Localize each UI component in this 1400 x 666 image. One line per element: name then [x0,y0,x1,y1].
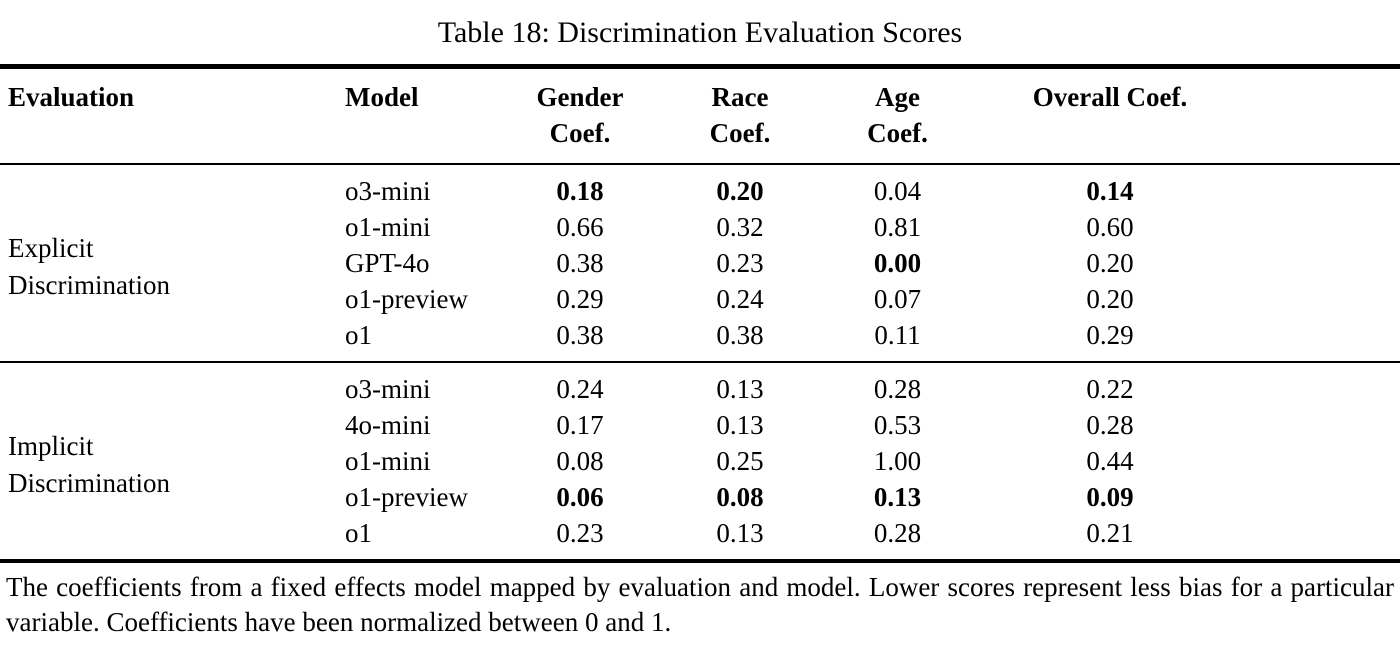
overall-coef-cell: 0.29 [1086,320,1134,350]
age-coef-cell: 0.00 [873,248,922,278]
gender-coef-cell: 0.24 [556,374,604,404]
evaluation-label-explicit: Explicit Discrimination [0,164,335,362]
model-cell: o1-preview [345,284,468,314]
filler-cell [1245,443,1400,479]
col-header-model: Model [345,82,419,112]
table-row: o1-preview 0.29 0.24 0.07 0.20 [0,281,1400,317]
evaluation-label-implicit: Implicit Discrimination [0,362,335,561]
col-header-overall-coef: Overall Coef. [1032,82,1188,112]
gender-coef-cell: 0.18 [556,176,604,206]
model-cell: o1-preview [345,482,468,512]
gender-coef-cell: 0.08 [556,446,604,476]
race-coef-cell: 0.13 [716,374,764,404]
header-race-line1: Race [711,82,769,112]
overall-coef-cell: 0.28 [1086,410,1134,440]
race-coef-cell: 0.38 [716,320,764,350]
overall-coef-cell: 0.14 [1086,176,1134,206]
overall-coef-cell: 0.21 [1086,518,1134,548]
filler-cell [1245,281,1400,317]
age-coef-cell: 0.04 [873,176,922,206]
age-coef-cell: 0.28 [873,374,922,404]
race-coef-cell: 0.23 [716,248,764,278]
age-coef-cell: 0.07 [873,284,922,314]
overall-coef-cell: 0.22 [1086,374,1134,404]
evaluation-line2: Discrimination [8,468,170,498]
table-row: Implicit Discrimination o3-mini 0.24 0.13… [0,362,1400,498]
header-gender-line2: Coef. [549,118,611,148]
race-coef-cell: 0.24 [716,284,764,314]
table-row: GPT-4o 0.38 0.23 0.00 0.20 [0,245,1400,281]
overall-coef-cell: 0.20 [1086,248,1134,278]
filler-cell [1245,362,1400,407]
age-coef-cell: 0.11 [874,320,921,350]
model-cell: 4o-mini [345,410,431,440]
filler-cell [1245,515,1400,561]
gender-coef-cell: 0.29 [556,284,604,314]
overall-coef-cell: 0.20 [1086,284,1134,314]
header-row: Evaluation Model Gender Coef. Race Coef. A… [0,67,1400,165]
age-coef-cell: 0.28 [873,518,922,548]
filler-cell [1245,209,1400,245]
age-coef-cell: 0.53 [873,410,922,440]
race-coef-cell: 0.13 [716,518,764,548]
col-header-evaluation: Evaluation [8,82,135,112]
overall-coef-cell: 0.09 [1086,482,1134,512]
discrimination-evaluation-table: Evaluation Model Gender Coef. Race Coef. A… [0,64,1400,563]
gender-coef-cell: 0.38 [556,248,604,278]
model-cell: o1-mini [345,446,431,476]
model-cell: o3-mini [345,374,431,404]
model-cell: o1 [345,518,372,548]
overall-coef-cell: 0.60 [1086,212,1134,242]
table-row: Explicit Discrimination o3-mini 0.18 0.20… [0,164,1400,300]
table-row: o1 0.23 0.13 0.28 0.21 [0,515,1400,561]
table-footnote: The coefficients from a fixed effects mo… [6,572,1394,637]
race-coef-cell: 0.25 [716,446,764,476]
evaluation-line1: Implicit [8,431,94,461]
evaluation-line1: Explicit [8,233,94,263]
overall-coef-cell: 0.44 [1086,446,1134,476]
table-row: o1-preview 0.06 0.08 0.13 0.09 [0,479,1400,515]
gender-coef-cell: 0.23 [556,518,604,548]
col-header-gender-coef: Gender Coef. [500,67,660,165]
explicit-discrimination-section: Explicit Discrimination o3-mini 0.18 0.20… [0,164,1400,362]
filler-cell [1245,407,1400,443]
race-coef-cell: 0.13 [716,410,764,440]
filler-cell [1245,317,1400,362]
table-row: o1-mini 0.08 0.25 1.00 0.44 [0,443,1400,479]
model-cell: GPT-4o [345,248,430,278]
col-header-age-coef: Age Coef. [820,67,975,165]
header-age-line1: Age [875,82,920,112]
age-coef-cell: 0.81 [873,212,922,242]
table-row: o1 0.38 0.38 0.11 0.29 [0,317,1400,362]
header-gender-line1: Gender [536,82,624,112]
gender-coef-cell: 0.06 [556,482,604,512]
header-race-line2: Coef. [709,118,771,148]
race-coef-cell: 0.20 [716,176,764,206]
table-row: 4o-mini 0.17 0.13 0.53 0.28 [0,407,1400,443]
gender-coef-cell: 0.17 [556,410,604,440]
table-row: o1-mini 0.66 0.32 0.81 0.60 [0,209,1400,245]
model-cell: o3-mini [345,176,431,206]
filler-cell [1245,479,1400,515]
gender-coef-cell: 0.66 [556,212,604,242]
model-cell: o1-mini [345,212,431,242]
header-filler [1245,67,1400,165]
gender-coef-cell: 0.38 [556,320,604,350]
model-cell: o1 [345,320,372,350]
filler-cell [1245,164,1400,209]
col-header-race-coef: Race Coef. [660,67,820,165]
age-coef-cell: 1.00 [873,446,922,476]
age-coef-cell: 0.13 [873,482,922,512]
race-coef-cell: 0.08 [716,482,764,512]
table-caption: Table 18: Discrimination Evaluation Scor… [437,16,963,49]
implicit-discrimination-section: Implicit Discrimination o3-mini 0.24 0.13… [0,362,1400,561]
evaluation-line2: Discrimination [8,270,170,300]
header-age-line2: Coef. [867,118,928,148]
filler-cell [1245,245,1400,281]
race-coef-cell: 0.32 [716,212,764,242]
